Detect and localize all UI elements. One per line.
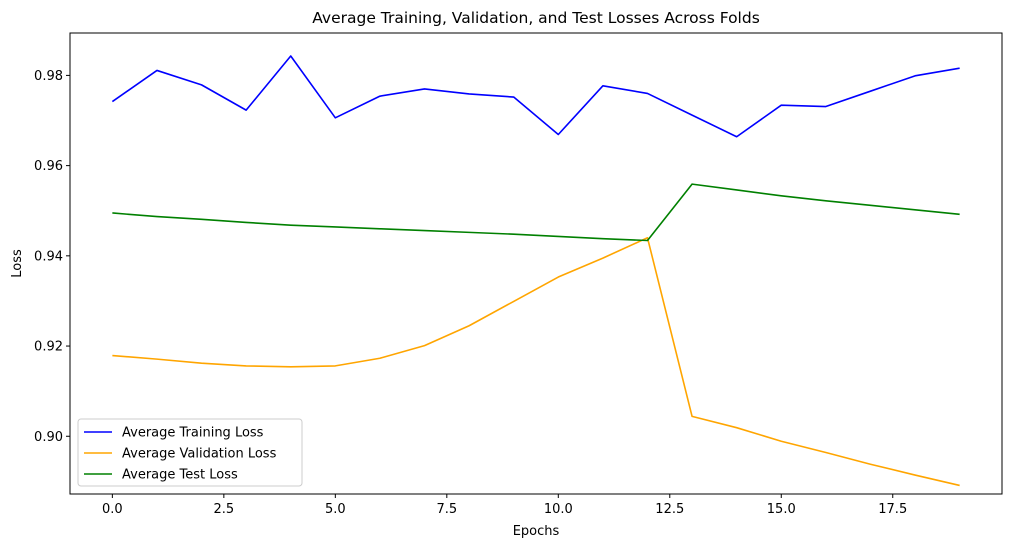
chart-title: Average Training, Validation, and Test L… bbox=[312, 9, 760, 27]
y-tick-label: 0.98 bbox=[34, 69, 63, 84]
axes-frame bbox=[69, 32, 1003, 495]
y-tick-label: 0.96 bbox=[34, 159, 63, 174]
y-axis: 0.90 0.92 0.94 0.96 0.98 bbox=[34, 69, 70, 445]
x-axis: 0.0 2.5 5.0 7.5 10.0 12.5 15.0 17.5 bbox=[102, 494, 907, 517]
series-line-1 bbox=[111, 55, 960, 138]
x-tick-label: 17.5 bbox=[878, 502, 907, 517]
x-tick-label: 10.0 bbox=[544, 502, 573, 517]
x-tick-label: 12.5 bbox=[655, 502, 684, 517]
x-tick-label: 0.0 bbox=[102, 502, 123, 517]
x-tick-label: 7.5 bbox=[436, 502, 457, 517]
x-tick-label: 15.0 bbox=[767, 502, 796, 517]
legend-label-2: Average Validation Loss bbox=[122, 447, 277, 462]
legend: Average Training Loss Average Validation … bbox=[77, 418, 303, 487]
x-tick-label: 2.5 bbox=[214, 502, 235, 517]
series-line-2 bbox=[112, 236, 960, 487]
x-tick-label: 5.0 bbox=[325, 502, 346, 517]
y-tick-label: 0.90 bbox=[34, 430, 63, 445]
legend-box bbox=[77, 418, 303, 487]
y-tick-label: 0.92 bbox=[34, 340, 63, 355]
y-tick-label: 0.94 bbox=[34, 249, 63, 264]
x-axis-label: Epochs bbox=[513, 524, 560, 539]
legend-label-1: Average Training Loss bbox=[122, 426, 264, 441]
series-line-3 bbox=[112, 183, 960, 242]
y-axis-label: Loss bbox=[10, 249, 25, 278]
series-layer bbox=[111, 55, 960, 487]
legend-label-3: Average Test Loss bbox=[122, 468, 238, 483]
